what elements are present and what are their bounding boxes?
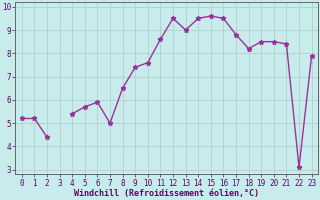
X-axis label: Windchill (Refroidissement éolien,°C): Windchill (Refroidissement éolien,°C) (74, 189, 259, 198)
